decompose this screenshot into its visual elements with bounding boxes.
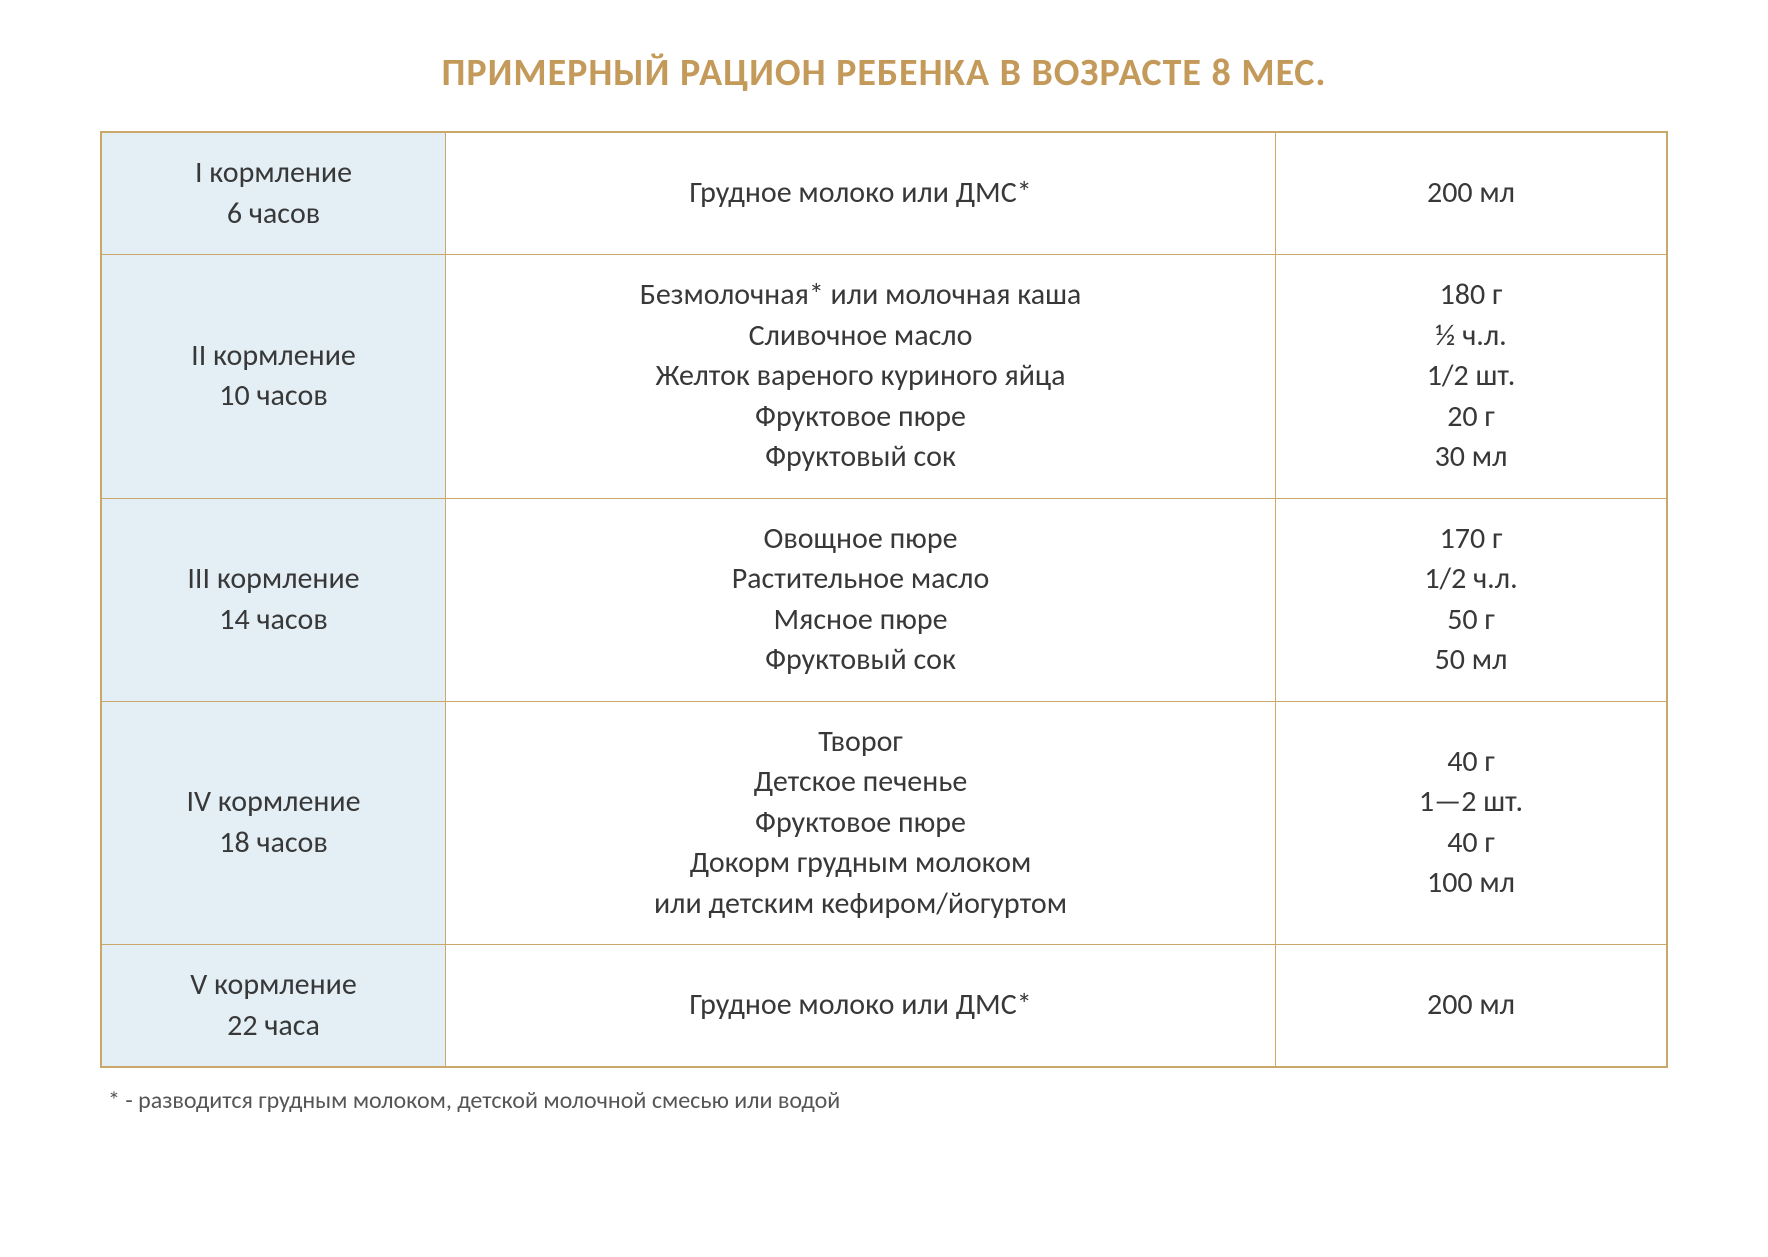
time-cell-line: IV кормление	[112, 782, 435, 823]
time-cell-line: 10 часов	[112, 376, 435, 417]
amount-cell-line: 30 мл	[1286, 437, 1656, 478]
time-cell-line: V кормление	[112, 965, 435, 1006]
table-row: I кормление6 часовГрудное молоко или ДМС…	[101, 132, 1667, 255]
food-cell-line: Фруктовый сок	[456, 640, 1265, 681]
food-cell-line: Грудное молоко или ДМС*	[456, 173, 1265, 214]
page-title: ПРИМЕРНЫЙ РАЦИОН РЕБЕНКА В ВОЗРАСТЕ 8 МЕ…	[100, 50, 1668, 96]
food-cell: Безмолочная* или молочная кашаСливочное …	[446, 255, 1276, 499]
amount-cell-line: 50 г	[1286, 600, 1656, 641]
amount-cell-line: 1/2 шт.	[1286, 356, 1656, 397]
food-cell-line: Желток вареного куриного яйца	[456, 356, 1265, 397]
diet-table-body: I кормление6 часовГрудное молоко или ДМС…	[101, 132, 1667, 1067]
footnote-text: * - разводится грудным молоком, детской …	[100, 1086, 1668, 1115]
food-cell: Овощное пюреРастительное маслоМясное пюр…	[446, 498, 1276, 701]
table-row: V кормление22 часаГрудное молоко или ДМС…	[101, 945, 1667, 1068]
time-cell-line: 14 часов	[112, 600, 435, 641]
amount-cell: 180 г½ ч.л.1/2 шт.20 г30 мл	[1275, 255, 1667, 499]
food-cell: Грудное молоко или ДМС*	[446, 945, 1276, 1068]
food-cell-line: Фруктовый сок	[456, 437, 1265, 478]
time-cell-line: III кормление	[112, 559, 435, 600]
amount-cell: 200 мл	[1275, 945, 1667, 1068]
food-cell-line: Растительное масло	[456, 559, 1265, 600]
time-cell: II кормление10 часов	[101, 255, 446, 499]
amount-cell: 200 мл	[1275, 132, 1667, 255]
amount-cell: 170 г1/2 ч.л.50 г50 мл	[1275, 498, 1667, 701]
table-row: IV кормление18 часовТворогДетское печень…	[101, 701, 1667, 945]
amount-cell-line: 40 г	[1286, 742, 1656, 783]
time-cell-line: I кормление	[112, 153, 435, 194]
amount-cell-line: ½ ч.л.	[1286, 316, 1656, 357]
time-cell: V кормление22 часа	[101, 945, 446, 1068]
food-cell-line: Фруктовое пюре	[456, 803, 1265, 844]
food-cell-line: Грудное молоко или ДМС*	[456, 985, 1265, 1026]
table-row: II кормление10 часовБезмолочная* или мол…	[101, 255, 1667, 499]
food-cell-line: Докорм грудным молоком	[456, 843, 1265, 884]
food-cell-line: Мясное пюре	[456, 600, 1265, 641]
time-cell-line: 22 часа	[112, 1006, 435, 1047]
time-cell: I кормление6 часов	[101, 132, 446, 255]
table-row: III кормление14 часовОвощное пюреРастите…	[101, 498, 1667, 701]
food-cell-line: Фруктовое пюре	[456, 397, 1265, 438]
food-cell-line: Детское печенье	[456, 762, 1265, 803]
amount-cell-line: 200 мл	[1286, 985, 1656, 1026]
food-cell-line: Сливочное масло	[456, 316, 1265, 357]
amount-cell: 40 г1—2 шт.40 г100 мл	[1275, 701, 1667, 945]
time-cell-line: 18 часов	[112, 823, 435, 864]
amount-cell-line: 50 мл	[1286, 640, 1656, 681]
food-cell-line: или детским кефиром/йогуртом	[456, 884, 1265, 925]
amount-cell-line: 40 г	[1286, 823, 1656, 864]
amount-cell-line: 100 мл	[1286, 863, 1656, 904]
food-cell-line: Творог	[456, 722, 1265, 763]
amount-cell-line: 1—2 шт.	[1286, 782, 1656, 823]
amount-cell-line: 170 г	[1286, 519, 1656, 560]
time-cell-line: 6 часов	[112, 194, 435, 235]
amount-cell-line: 180 г	[1286, 275, 1656, 316]
time-cell: III кормление14 часов	[101, 498, 446, 701]
time-cell-line: II кормление	[112, 336, 435, 377]
food-cell: ТворогДетское печеньеФруктовое пюреДокор…	[446, 701, 1276, 945]
diet-table: I кормление6 часовГрудное молоко или ДМС…	[100, 131, 1668, 1068]
amount-cell-line: 20 г	[1286, 397, 1656, 438]
amount-cell-line: 200 мл	[1286, 173, 1656, 214]
amount-cell-line: 1/2 ч.л.	[1286, 559, 1656, 600]
food-cell-line: Овощное пюре	[456, 519, 1265, 560]
food-cell-line: Безмолочная* или молочная каша	[456, 275, 1265, 316]
food-cell: Грудное молоко или ДМС*	[446, 132, 1276, 255]
time-cell: IV кормление18 часов	[101, 701, 446, 945]
